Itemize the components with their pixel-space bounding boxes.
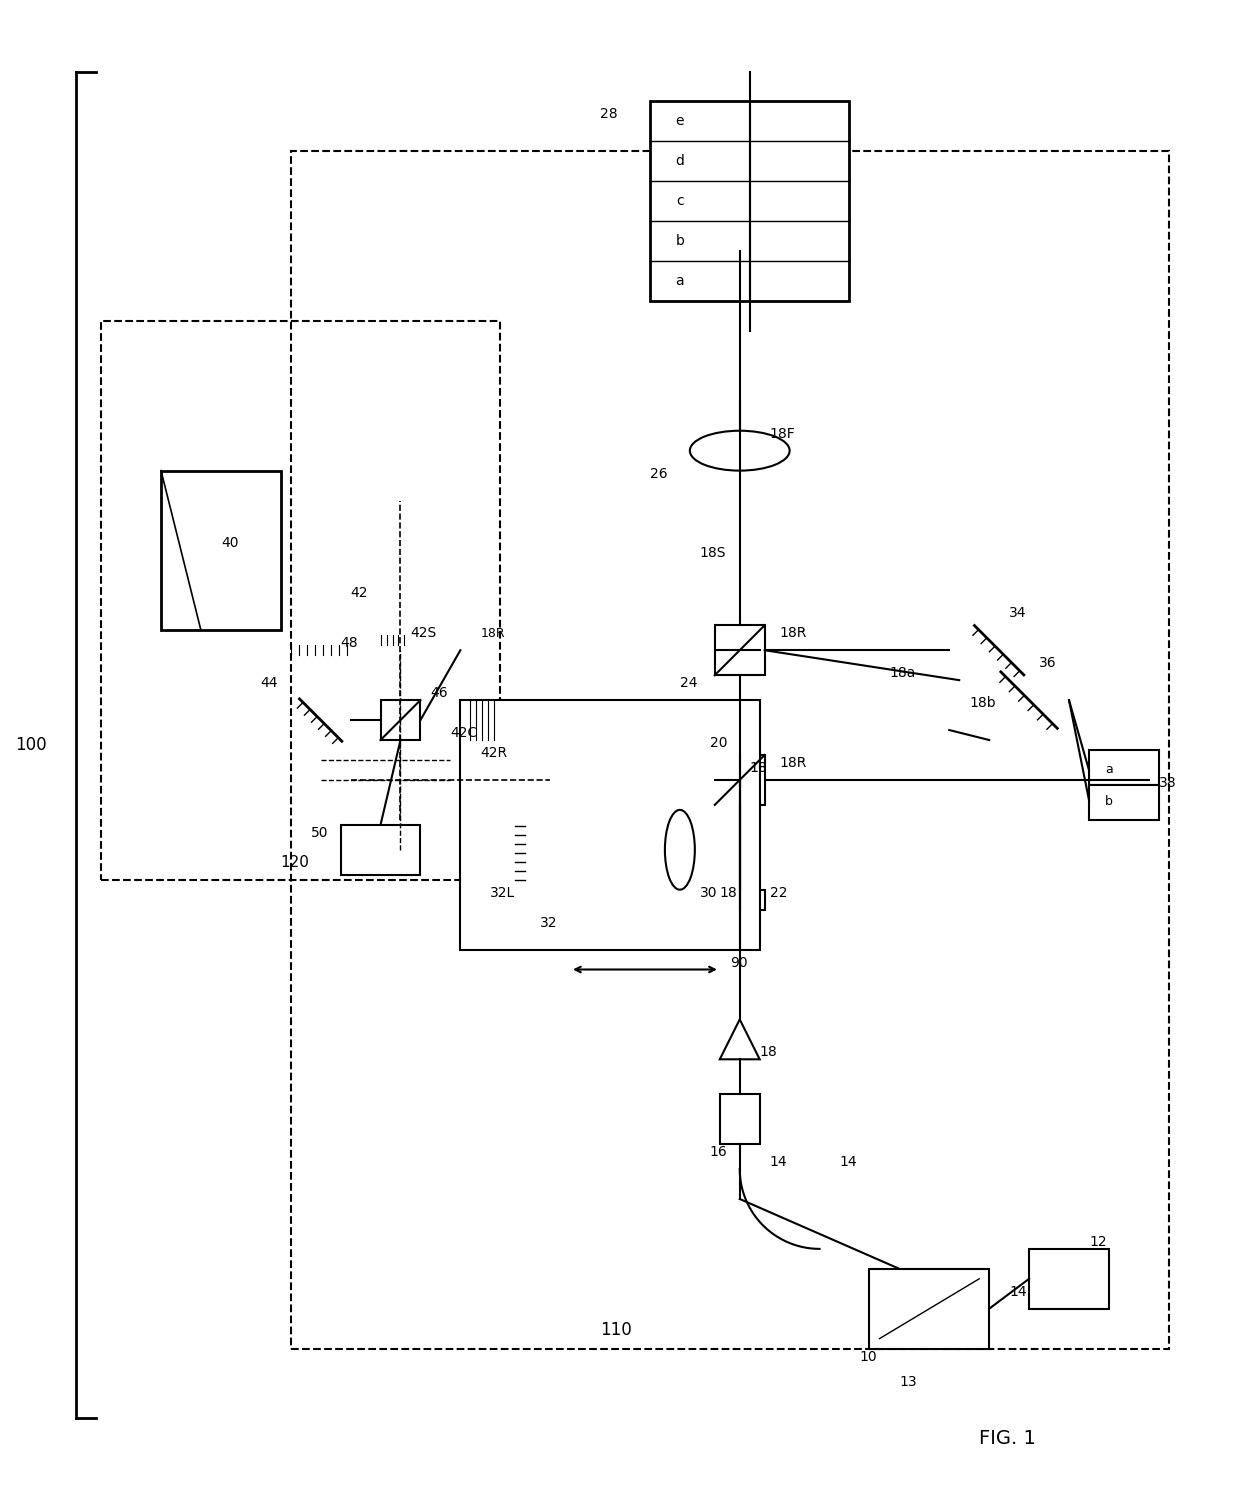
Text: 42C: 42C: [450, 726, 477, 740]
Text: 18: 18: [719, 885, 738, 900]
Text: 14: 14: [1009, 1286, 1027, 1299]
Text: 44: 44: [260, 676, 278, 690]
Text: 90: 90: [730, 956, 748, 969]
Bar: [290, 152, 1169, 1348]
Text: 42S: 42S: [410, 626, 436, 640]
Text: 48: 48: [341, 636, 358, 650]
Text: 18: 18: [750, 760, 768, 776]
Text: 18S: 18S: [699, 546, 727, 561]
Text: 18b: 18b: [970, 696, 996, 709]
Text: 46: 46: [430, 686, 448, 700]
Bar: [650, 102, 849, 302]
Text: b: b: [1105, 795, 1112, 808]
Bar: [714, 626, 765, 675]
Bar: [714, 890, 765, 909]
Text: 28: 28: [600, 108, 618, 122]
Text: 13: 13: [899, 1374, 918, 1389]
Text: a: a: [1105, 764, 1112, 777]
Text: 120: 120: [280, 855, 310, 870]
Text: 40: 40: [221, 537, 238, 550]
Text: FIG. 1: FIG. 1: [980, 1430, 1037, 1449]
Bar: [381, 700, 420, 740]
Text: 38: 38: [1159, 776, 1177, 790]
Bar: [1029, 1250, 1109, 1308]
Ellipse shape: [689, 430, 790, 471]
Text: 20: 20: [709, 736, 728, 750]
Text: b: b: [676, 234, 684, 248]
Text: 34: 34: [1009, 606, 1027, 621]
Text: e: e: [676, 114, 684, 129]
Text: 16: 16: [709, 1144, 728, 1160]
Text: a: a: [676, 274, 684, 288]
Text: 42R: 42R: [480, 746, 507, 760]
Bar: [341, 825, 420, 874]
Text: 18R: 18R: [780, 756, 807, 770]
Text: 32L: 32L: [490, 885, 516, 900]
Text: 12: 12: [1089, 1234, 1106, 1250]
Text: 14: 14: [839, 1155, 857, 1168]
Text: 22: 22: [770, 885, 787, 900]
Text: 100: 100: [15, 736, 46, 754]
Text: 26: 26: [650, 466, 667, 480]
Text: 110: 110: [600, 1320, 632, 1338]
Bar: [1089, 750, 1159, 784]
Text: d: d: [676, 154, 684, 168]
Text: 24: 24: [680, 676, 697, 690]
Bar: [1089, 784, 1159, 820]
Text: 10: 10: [859, 1350, 877, 1364]
Bar: [102, 321, 500, 879]
Polygon shape: [719, 1020, 760, 1059]
Bar: [719, 1094, 760, 1144]
Text: 50: 50: [311, 827, 329, 840]
Text: c: c: [676, 194, 683, 208]
Text: 36: 36: [1039, 656, 1056, 670]
Text: 30: 30: [699, 885, 717, 900]
Text: 18R: 18R: [780, 626, 807, 640]
Text: 18R: 18R: [480, 627, 505, 640]
Bar: [869, 1269, 990, 1348]
Bar: [161, 471, 280, 630]
Text: 42: 42: [351, 586, 368, 600]
Text: 18: 18: [760, 1046, 777, 1059]
Bar: [460, 700, 760, 950]
Text: 18a: 18a: [889, 666, 916, 680]
Text: 18F: 18F: [770, 426, 795, 441]
Ellipse shape: [665, 810, 694, 889]
Text: 32: 32: [541, 915, 558, 930]
Text: 14: 14: [770, 1155, 787, 1168]
Bar: [714, 754, 765, 806]
